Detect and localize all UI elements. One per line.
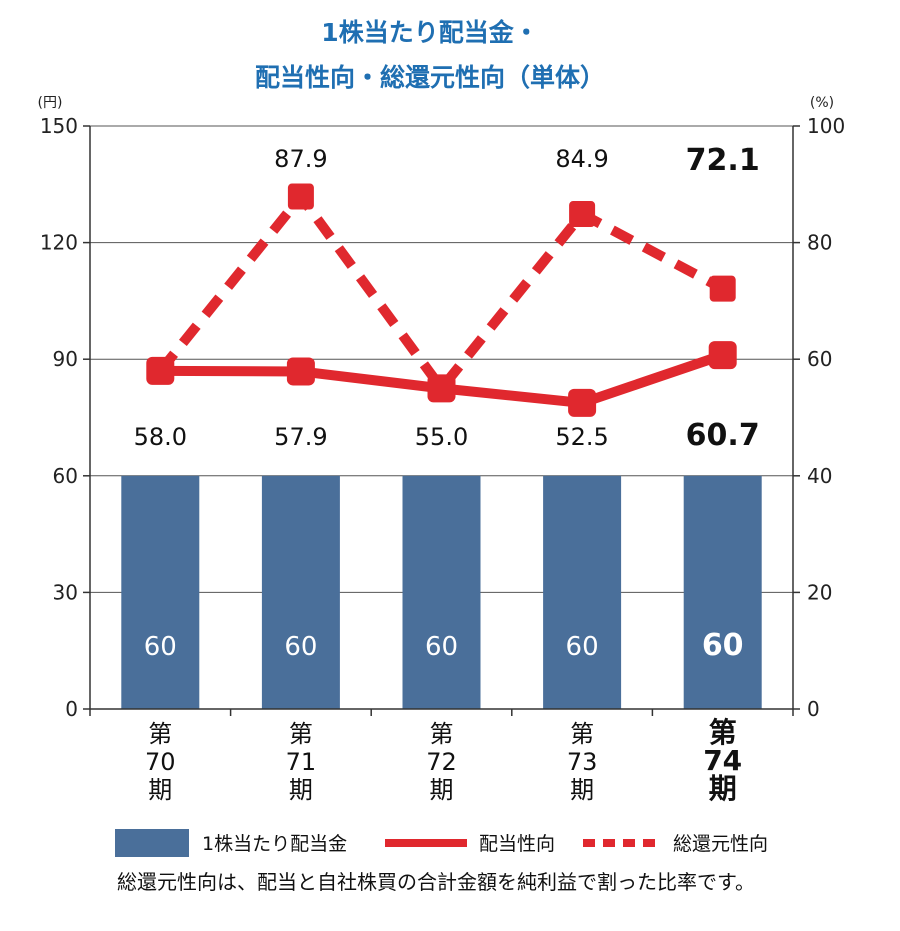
dividend-bar: [543, 475, 622, 709]
left-tick-label: 30: [53, 580, 78, 604]
category-label: 期: [430, 776, 454, 804]
left-tick-label: 150: [40, 114, 78, 138]
bar-value-label: 60: [144, 632, 177, 662]
right-tick-label: 80: [807, 231, 832, 255]
right-tick-label: 20: [807, 580, 832, 604]
lines: [146, 183, 737, 417]
category-label: 期: [570, 776, 594, 804]
bars: [121, 475, 762, 709]
dividend-bar: [683, 475, 762, 709]
category-label: 第: [289, 720, 313, 748]
bar-value-label: 60: [425, 632, 458, 662]
category-label: 70: [145, 748, 176, 776]
right-tick-label: 40: [807, 464, 832, 488]
payout-ratio-point: [708, 341, 737, 370]
right-axis-unit: (%): [810, 95, 834, 111]
payout-ratio-label: 60.7: [686, 418, 760, 453]
total-return-label: 84.9: [555, 145, 608, 173]
left-tick-label: 0: [65, 697, 78, 721]
payout-ratio-point: [286, 357, 315, 386]
category-label: 第: [430, 720, 454, 748]
legend: 1株当たり配当金 配当性向 総還元性向: [115, 829, 768, 857]
right-tick-label: 60: [807, 347, 832, 371]
left-tick-label: 90: [53, 347, 78, 371]
chart-title-line-2: 配当性向・総還元性向（単体）: [255, 63, 605, 92]
category-label: 71: [286, 748, 317, 776]
total-return-line: [156, 188, 726, 397]
bar-value-label: 60: [702, 628, 744, 663]
category-label: 第: [709, 716, 737, 749]
category-label: 74: [703, 744, 742, 777]
payout-ratio-label: 55.0: [415, 423, 468, 451]
category-label: 期: [289, 776, 313, 804]
total-return-label: 72.1: [686, 143, 760, 178]
dividend-bar: [261, 475, 340, 709]
left-axis-unit: (円): [38, 95, 63, 111]
footnote: 総還元性向は、配当と自社株買の合計金額を純利益で割った比率です。: [117, 870, 755, 894]
dividend-bar: [402, 475, 481, 709]
category-label: 期: [709, 772, 737, 805]
right-tick-label: 100: [807, 114, 845, 138]
total-return-point: [709, 275, 736, 302]
payout-ratio-label: 57.9: [274, 423, 327, 451]
chart-title-line-1: 1株当たり配当金・: [321, 18, 538, 47]
payout-ratio-label: 52.5: [555, 423, 608, 451]
payout-ratio-point: [146, 356, 175, 385]
bar-value-label: 60: [284, 632, 317, 662]
legend-swatch-bar: [115, 829, 189, 857]
payout-ratio-point: [427, 374, 456, 403]
dividend-bar: [121, 475, 200, 709]
total-return-point: [569, 201, 596, 228]
tick-labels: 0 30 60 90 120 150 0 20 40 60 80 100: [40, 114, 845, 721]
legend-label-payout: 配当性向: [479, 833, 555, 855]
total-return-label: 87.9: [274, 145, 327, 173]
axes: [83, 125, 800, 716]
category-label: 第: [148, 720, 172, 748]
category-label: 72: [426, 748, 457, 776]
legend-label-total-return: 総還元性向: [673, 833, 768, 855]
category-label: 73: [567, 748, 598, 776]
bar-value-label: 60: [566, 632, 599, 662]
category-label: 期: [148, 776, 172, 804]
left-tick-label: 60: [53, 464, 78, 488]
data-labels: 60 60 60 60 60 58.0 57.9 55.0 52.5 60.7 87.9 84.9 72…: [134, 143, 760, 663]
payout-ratio-label: 58.0: [134, 423, 187, 451]
left-tick-label: 120: [40, 231, 78, 255]
legend-label-dividend: 1株当たり配当金: [202, 833, 347, 855]
right-tick-label: 0: [807, 697, 820, 721]
total-return-point: [287, 183, 314, 210]
gridlines: [90, 125, 793, 593]
payout-ratio-point: [568, 388, 597, 417]
category-label: 第: [570, 720, 594, 748]
